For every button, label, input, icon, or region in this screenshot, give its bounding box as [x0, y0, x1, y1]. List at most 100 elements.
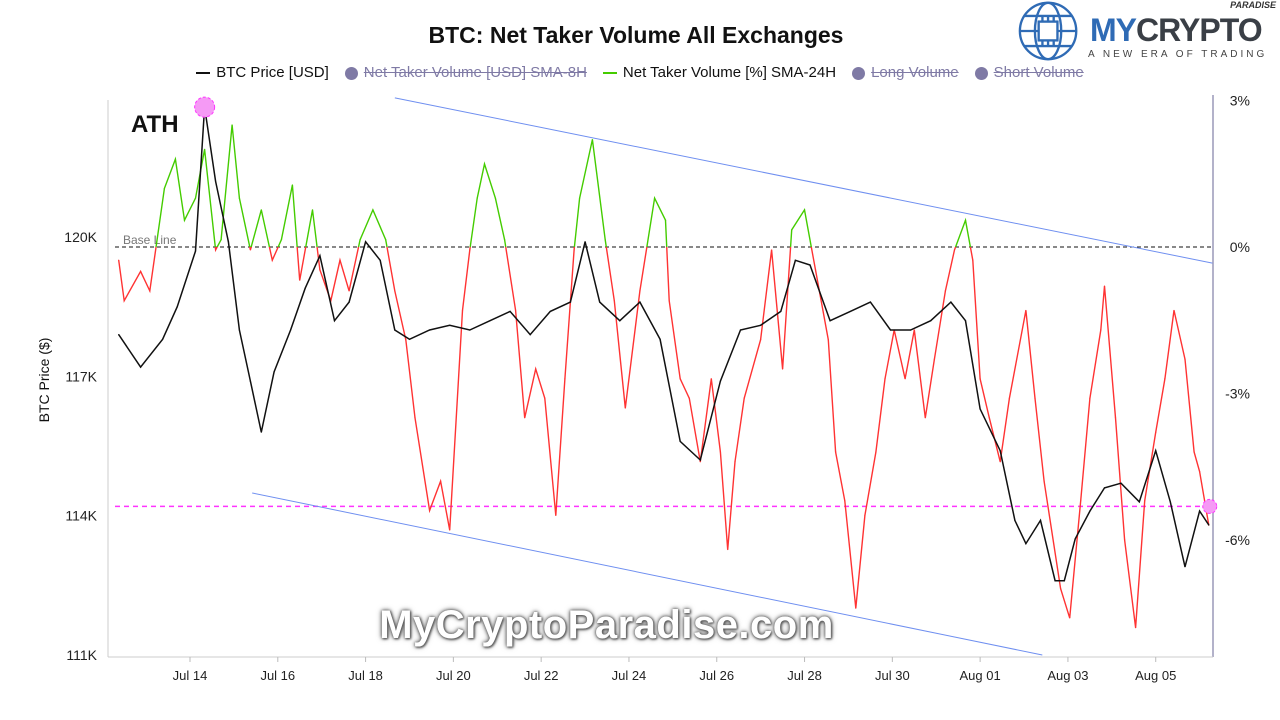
legend-item[interactable]: Net Taker Volume [USD] SMA-8H: [344, 64, 587, 82]
volume-point: [174, 158, 176, 160]
btc-price-line: [118, 106, 1210, 582]
price-point: [699, 459, 701, 461]
volume-point: [781, 368, 784, 370]
price-point: [719, 380, 722, 382]
volume-point: [1060, 588, 1062, 590]
volume-point: [469, 249, 471, 251]
price-point: [394, 329, 396, 331]
price-point: [1103, 487, 1106, 489]
volume-point: [771, 249, 773, 251]
upper-trendline: [394, 97, 1213, 264]
volume-point: [449, 529, 451, 531]
volume-point: [394, 290, 396, 292]
volume-point: [1103, 285, 1106, 287]
base-line-label: Base Line: [123, 233, 177, 247]
volume-point: [1124, 539, 1126, 541]
y-tick-label: 120K: [64, 229, 97, 245]
volume-point: [385, 239, 387, 241]
x-tick-label: Jul 18: [348, 668, 383, 683]
price-point: [215, 180, 217, 183]
price-point: [1138, 501, 1140, 503]
legend-label: Net Taker Volume [%] SMA-24H: [622, 64, 837, 81]
legend: BTC Price [USD] Net Taker Volume [USD] SM…: [0, 64, 1280, 82]
price-point: [509, 310, 511, 313]
volume-point: [271, 259, 273, 261]
volume-point: [359, 239, 361, 241]
price-point: [489, 320, 491, 322]
price-point: [809, 264, 811, 266]
net-taker-volume-line-positive: [155, 124, 972, 247]
volume-point: [299, 279, 301, 281]
price-point: [1155, 450, 1157, 452]
price-point: [910, 329, 912, 331]
price-point: [950, 301, 952, 303]
price-point: [1089, 510, 1091, 512]
volume-point: [280, 239, 283, 241]
price-point: [140, 366, 142, 368]
legend-item[interactable]: Net Taker Volume [%] SMA-24H: [602, 64, 837, 82]
chart-title: BTC: Net Taker Volume All Exchanges: [428, 22, 844, 48]
volume-point: [904, 378, 906, 380]
legend-label: BTC Price [USD]: [216, 64, 329, 81]
volume-point: [743, 397, 745, 399]
globe-chip-icon: [1018, 1, 1078, 61]
x-tick-label: Jul 28: [787, 668, 822, 683]
ath-marker: [194, 96, 216, 118]
volume-point: [348, 290, 350, 292]
watermark: MyCryptoParadise.com: [379, 603, 834, 647]
volume-point: [1144, 500, 1146, 502]
legend-item[interactable]: BTC Price [USD]: [196, 64, 329, 82]
legend-item[interactable]: Long Volume: [852, 64, 959, 82]
price-point: [319, 255, 321, 257]
volume-point: [231, 124, 233, 126]
price-point: [829, 320, 831, 322]
volume-point: [727, 548, 729, 551]
logo-tagline: A NEW ERA OF TRADING: [1088, 49, 1268, 60]
price-point: [194, 250, 197, 252]
price-point: [1199, 510, 1201, 512]
price-point: [659, 338, 661, 340]
price-point: [364, 241, 367, 243]
price-point: [161, 338, 164, 340]
net-taker-volume-line-negative: [118, 247, 1210, 628]
volume-point: [855, 607, 857, 609]
volume-point: [688, 397, 690, 399]
volume-point: [249, 249, 251, 251]
legend-dot-marker: [974, 66, 988, 80]
logo-brand-paradise: PARADISE: [1230, 0, 1276, 10]
volume-point: [679, 378, 681, 380]
price-point: [348, 301, 350, 303]
legend-item[interactable]: Short Volume: [974, 64, 1084, 82]
x-tick-label: Aug 01: [960, 668, 1001, 683]
volume-point: [238, 197, 240, 199]
volume-point: [555, 514, 557, 517]
price-point: [249, 380, 251, 382]
y2-tick-label: -6%: [1225, 532, 1250, 548]
price-point: [999, 450, 1001, 452]
volume-point: [311, 209, 314, 211]
price-point: [529, 334, 531, 336]
price-point: [760, 324, 762, 326]
volume-point: [428, 509, 431, 512]
price-point: [469, 329, 471, 331]
price-point: [1184, 566, 1186, 568]
price-point: [599, 301, 601, 303]
volume-point: [1134, 627, 1137, 629]
volume-point: [524, 417, 526, 419]
volume-point: [924, 417, 926, 419]
x-tick-label: Jul 30: [875, 668, 910, 683]
price-point: [619, 320, 621, 322]
volume-point: [734, 461, 736, 463]
volume-point: [988, 417, 990, 419]
price-point: [1014, 519, 1016, 521]
x-tick-label: Jul 16: [260, 668, 295, 683]
volume-point: [483, 163, 486, 165]
volume-point: [1164, 378, 1166, 380]
price-point: [304, 287, 306, 289]
volume-point: [163, 187, 165, 190]
legend-label: Long Volume: [871, 64, 959, 81]
price-point: [869, 301, 871, 303]
price-point: [333, 320, 336, 322]
price-point: [428, 329, 431, 331]
price-point: [238, 329, 240, 331]
